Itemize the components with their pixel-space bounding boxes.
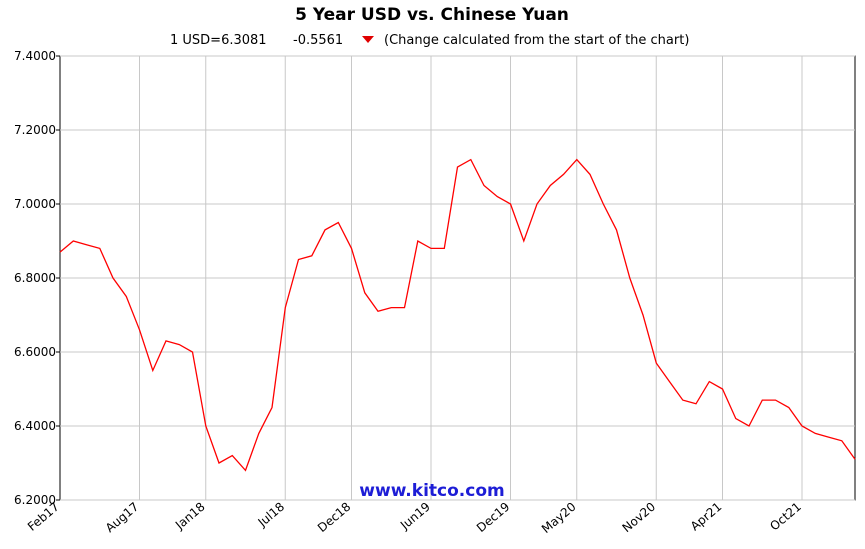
x-tick-label: Aug17 xyxy=(103,500,142,536)
x-tick-label: May20 xyxy=(539,500,579,536)
x-tick-label: Jun19 xyxy=(397,500,433,533)
x-tick-label: Nov20 xyxy=(620,500,659,536)
y-tick-label: 6.2000 xyxy=(14,493,56,507)
watermark: www.kitco.com xyxy=(359,481,504,501)
x-tick-label: Dec19 xyxy=(474,500,512,535)
change-note: (Change calculated from the start of the… xyxy=(384,33,689,48)
y-tick-label: 6.8000 xyxy=(14,271,56,285)
y-tick-label: 6.6000 xyxy=(14,345,56,359)
chart-title: 5 Year USD vs. Chinese Yuan xyxy=(295,5,569,25)
x-tick-label: Jul18 xyxy=(255,500,288,530)
y-tick-label: 7.0000 xyxy=(14,197,56,211)
change-value: -0.5561 xyxy=(293,33,343,48)
x-tick-label: Dec18 xyxy=(315,500,353,535)
price-label: 1 USD=6.3081 xyxy=(170,33,267,48)
x-tick-label: Jan18 xyxy=(172,500,208,533)
down-arrow xyxy=(362,36,374,43)
marks xyxy=(59,158,856,472)
y-tick-label: 7.2000 xyxy=(14,123,56,137)
price-line xyxy=(59,158,856,472)
x-tick-label: Apr21 xyxy=(688,500,725,534)
y-tick-label: 6.4000 xyxy=(14,419,56,433)
x-tick-label: Oct21 xyxy=(767,500,804,534)
y-tick-label: 7.4000 xyxy=(14,49,56,63)
